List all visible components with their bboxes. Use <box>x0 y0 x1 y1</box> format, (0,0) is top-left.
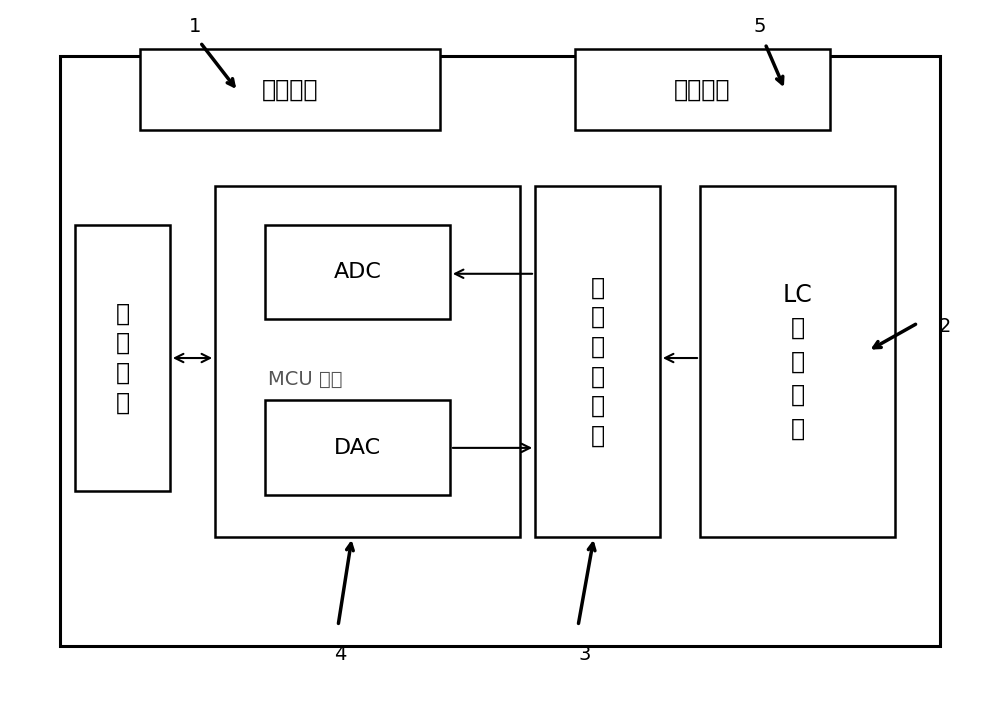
Bar <box>140 49 440 130</box>
Bar <box>215 186 520 537</box>
Text: 电源模块: 电源模块 <box>262 77 318 102</box>
Text: DAC: DAC <box>334 437 381 458</box>
Bar <box>700 186 895 537</box>
Text: 1: 1 <box>189 17 201 37</box>
Bar <box>265 225 450 319</box>
Bar <box>60 56 940 646</box>
Text: 热敏电阵: 热敏电阵 <box>674 77 731 102</box>
Text: 4: 4 <box>334 644 346 664</box>
Bar <box>75 225 170 491</box>
Text: 5: 5 <box>754 17 766 37</box>
Text: 2: 2 <box>939 317 951 336</box>
Text: 峰
値
检
波
模
块: 峰 値 检 波 模 块 <box>590 275 605 448</box>
Bar <box>575 49 830 130</box>
Text: 3: 3 <box>579 644 591 664</box>
Text: MCU 模块: MCU 模块 <box>268 369 342 389</box>
Bar <box>265 400 450 495</box>
Bar <box>535 186 660 537</box>
Text: ADC: ADC <box>334 262 381 282</box>
Text: 通
信
接
口: 通 信 接 口 <box>115 301 130 415</box>
Text: LC
振
荡
模
块: LC 振 荡 模 块 <box>783 282 812 441</box>
